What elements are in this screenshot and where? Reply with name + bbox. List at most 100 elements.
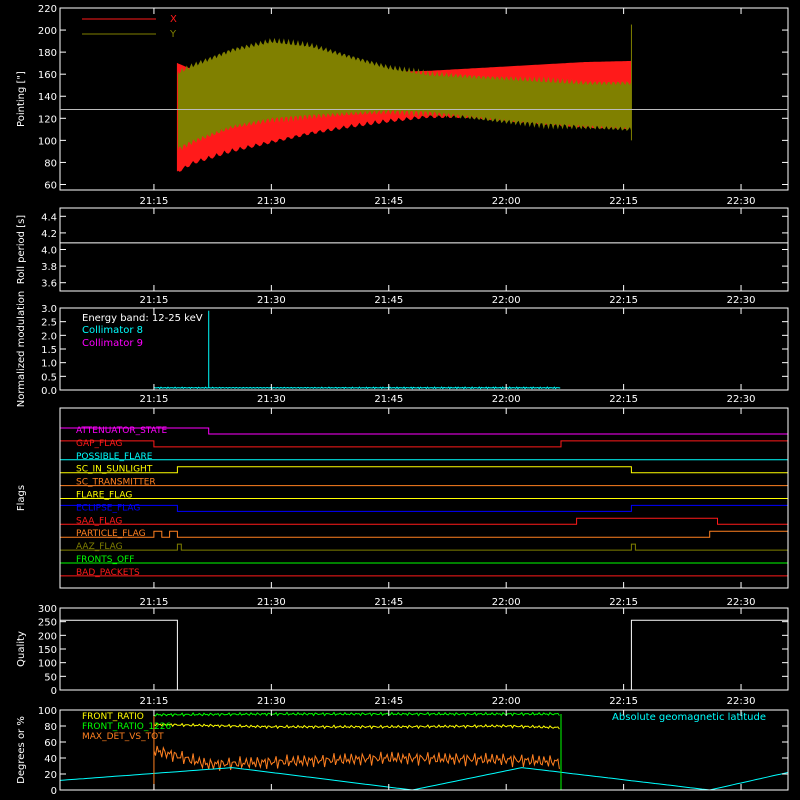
time-tick-label: 21:45 [374, 597, 403, 608]
flag-label: ECLIPSE_FLAG [76, 503, 140, 513]
flag-label: PARTICLE_FLAG [76, 529, 146, 539]
y-tick-label: 40 [44, 754, 57, 765]
y-tick-label: 100 [38, 659, 57, 670]
flag-label: FRONTS_OFF [76, 555, 134, 565]
time-tick-label: 21:15 [140, 597, 169, 608]
collimator-8-trace [153, 386, 561, 390]
y-tick-label: 3.0 [41, 304, 57, 315]
time-tick-label: 22:30 [727, 196, 756, 207]
time-tick-label: 21:45 [374, 196, 403, 207]
modulation-legend-energy-band: Energy band: 12-25 keV [82, 313, 203, 324]
flag-label: FLARE_FLAG [76, 491, 132, 501]
ratio-series-1-trace [153, 722, 560, 730]
time-tick-label: 22:15 [609, 196, 638, 207]
y-tick-label: 180 [38, 48, 57, 59]
y-tick-label: 100 [38, 136, 57, 147]
ratio-legend-max-det-vs-tot: MAX_DET_VS_TOT [82, 732, 164, 742]
time-tick-label: 21:30 [257, 597, 286, 608]
time-tick-label: 22:30 [727, 696, 756, 707]
flag-label: GAP_FLAG [76, 439, 122, 449]
flag-saa-flag-trace [60, 517, 788, 525]
frames-layer [59, 7, 789, 791]
y-tick-label: 140 [38, 92, 57, 103]
y-tick-label: 20 [44, 770, 57, 781]
flag-label: BAD_PACKETS [76, 568, 140, 578]
flag-particle-flag-trace [60, 530, 788, 538]
ratio-annotation-geomagnetic-latitude: Absolute geomagnetic latitude [612, 712, 766, 723]
ratio-series-2-trace [153, 711, 560, 718]
y-tick-label: 80 [44, 722, 57, 733]
y-tick-label: 200 [38, 631, 57, 642]
flag-label: SAA_FLAG [76, 516, 122, 526]
panel-4-frame [59, 407, 789, 589]
panel-1-frame [59, 7, 789, 191]
time-tick-label: 22:15 [609, 295, 638, 306]
lines-layer [59, 18, 789, 791]
time-tick-label: 22:30 [727, 597, 756, 608]
time-tick-label: 21:15 [140, 295, 169, 306]
time-tick-label: 21:30 [257, 196, 286, 207]
y-tick-label: 300 [38, 604, 57, 615]
y-tick-label: 150 [38, 645, 57, 656]
y-tick-label: 50 [44, 672, 57, 683]
ratio-legend-front-ratio: FRONT_RATIO [82, 712, 144, 722]
time-tick-label: 21:45 [374, 696, 403, 707]
time-tick-label: 21:30 [257, 696, 286, 707]
time-tick-label: 22:00 [492, 394, 521, 405]
time-tick-label: 22:00 [492, 696, 521, 707]
ratio-series-3-trace [153, 745, 560, 771]
y-tick-label: 2.5 [41, 318, 57, 329]
y-tick-label: 60 [44, 180, 57, 191]
modulation-legend-collimator-8: Collimator 8 [82, 325, 143, 336]
time-tick-label: 21:45 [374, 295, 403, 306]
y-tick-label: 160 [38, 70, 57, 81]
flag-aaz-flag-trace [60, 543, 788, 551]
y-tick-label: 4.4 [41, 212, 57, 223]
y-tick-label: 100 [38, 706, 57, 717]
panel-6-frame [59, 709, 789, 791]
y-tick-label: 0.0 [41, 386, 57, 397]
y-tick-label: 0 [51, 686, 57, 697]
flag-label: SC_TRANSMITTER [76, 478, 156, 488]
text-layer: 21:15 21:30 21:45 22:00 22:15 22:30 60 80 100 120… [16, 4, 766, 797]
time-tick-label: 22:30 [727, 295, 756, 306]
flag-label: SC_IN_SUNLIGHT [76, 465, 153, 475]
quality-trace [60, 619, 788, 691]
y-tick-label: 220 [38, 4, 57, 15]
y-tick-label: 250 [38, 618, 57, 629]
time-tick-label: 21:15 [140, 394, 169, 405]
time-tick-label: 21:30 [257, 394, 286, 405]
series-y-envelope [177, 37, 632, 153]
time-tick-label: 22:15 [609, 597, 638, 608]
time-tick-label: 22:30 [727, 394, 756, 405]
y-tick-label: 0 [51, 786, 57, 797]
flag-eclipse-flag-trace [60, 504, 788, 512]
panel-6-y-axis-label: Degrees or % [16, 716, 27, 784]
y-tick-label: 1.0 [41, 359, 57, 370]
y-tick-label: 2.0 [41, 331, 57, 342]
flag-attenuator-state-trace [60, 427, 788, 435]
y-tick-label: 4.0 [41, 246, 57, 257]
time-tick-label: 21:30 [257, 295, 286, 306]
legend-x-label: X [170, 14, 177, 25]
time-tick-label: 22:00 [492, 295, 521, 306]
y-tick-label: 200 [38, 26, 57, 37]
ratio-legend-front-ratio-1226: FRONT_RATIO_1226 [82, 722, 172, 732]
flag-label: AAZ_FLAG [76, 542, 123, 552]
panel-1-y-axis-label: Pointing ["] [16, 71, 27, 127]
y-tick-label: 3.8 [41, 262, 57, 273]
flag-gap-flag-trace [60, 440, 788, 448]
fills-layer [177, 37, 632, 172]
panel-2-frame [59, 207, 789, 292]
legend-y-label: Y [169, 29, 177, 40]
y-tick-label: 3.6 [41, 279, 57, 290]
time-tick-label: 21:15 [140, 196, 169, 207]
time-tick-label: 21:45 [374, 394, 403, 405]
time-tick-label: 22:00 [492, 597, 521, 608]
panel-4-y-axis-label: Flags [16, 485, 27, 511]
flag-label: ATTENUATOR_STATE [76, 426, 168, 436]
y-tick-label: 60 [44, 738, 57, 749]
time-tick-label: 22:15 [609, 394, 638, 405]
panel-2-y-axis-label: Roll period [s] [16, 215, 27, 284]
